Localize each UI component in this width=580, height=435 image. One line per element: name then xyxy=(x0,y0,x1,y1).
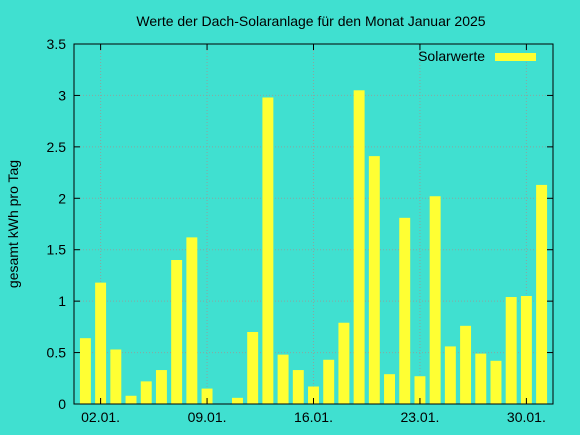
bar-13.01. xyxy=(262,97,274,404)
bar-16.01. xyxy=(308,386,319,404)
bar-27.01. xyxy=(475,353,487,404)
legend: Solarwerte xyxy=(418,48,536,64)
bar-05.01. xyxy=(140,381,152,404)
bar-31.01. xyxy=(536,184,548,404)
y-tick-label: 0 xyxy=(58,396,66,412)
bar-17.01. xyxy=(323,359,335,404)
bar-14.01. xyxy=(277,354,289,404)
bar-02.01. xyxy=(95,282,107,404)
chart-title: Werte der Dach-Solaranlage für den Monat… xyxy=(136,13,485,29)
y-tick-label: 1 xyxy=(58,293,66,309)
y-tick-label: 1.5 xyxy=(47,242,67,258)
bar-20.01. xyxy=(368,156,380,404)
y-tick-label: 3 xyxy=(58,87,66,103)
legend-label: Solarwerte xyxy=(418,48,485,64)
bar-30.01. xyxy=(520,296,532,404)
bar-03.01. xyxy=(110,349,122,404)
bar-22.01. xyxy=(399,217,411,404)
bar-25.01. xyxy=(444,346,456,404)
bars xyxy=(79,90,548,405)
y-axis-label: gesamt kWh pro Tag xyxy=(5,160,21,288)
y-axis-ticks: 0 0.5 1 1.5 2 2.5 3 3.5 xyxy=(47,36,553,412)
bar-28.01. xyxy=(490,360,502,404)
bar-29.01. xyxy=(505,297,517,404)
bar-08.01. xyxy=(186,237,198,404)
y-tick-label: 2.5 xyxy=(47,139,67,155)
y-tick-label: 3.5 xyxy=(47,36,67,52)
bar-12.01. xyxy=(247,332,259,404)
x-axis-ticks: 02.01. 09.01. 16.01. 23.01. 30.01. xyxy=(81,44,546,425)
bar-26.01. xyxy=(460,325,472,404)
bar-15.01. xyxy=(292,370,304,404)
bar-23.01. xyxy=(414,376,426,404)
bar-07.01. xyxy=(171,260,183,404)
x-tick-label: 02.01. xyxy=(81,409,120,425)
x-tick-label: 09.01. xyxy=(188,409,227,425)
x-tick-label: 30.01. xyxy=(507,409,546,425)
y-tick-label: 0.5 xyxy=(47,345,67,361)
legend-swatch xyxy=(495,53,536,61)
y-tick-label: 2 xyxy=(58,190,66,206)
bar-04.01. xyxy=(125,395,137,404)
bar-11.01. xyxy=(231,397,243,404)
x-tick-label: 23.01. xyxy=(400,409,439,425)
bar-18.01. xyxy=(338,322,350,404)
bar-09.01. xyxy=(201,388,213,404)
x-tick-label: 16.01. xyxy=(294,409,333,425)
bar-19.01. xyxy=(353,90,365,405)
bar-21.01. xyxy=(384,374,396,404)
bar-24.01. xyxy=(429,196,441,404)
bar-01.01. xyxy=(79,338,91,404)
bar-06.01. xyxy=(155,370,167,404)
